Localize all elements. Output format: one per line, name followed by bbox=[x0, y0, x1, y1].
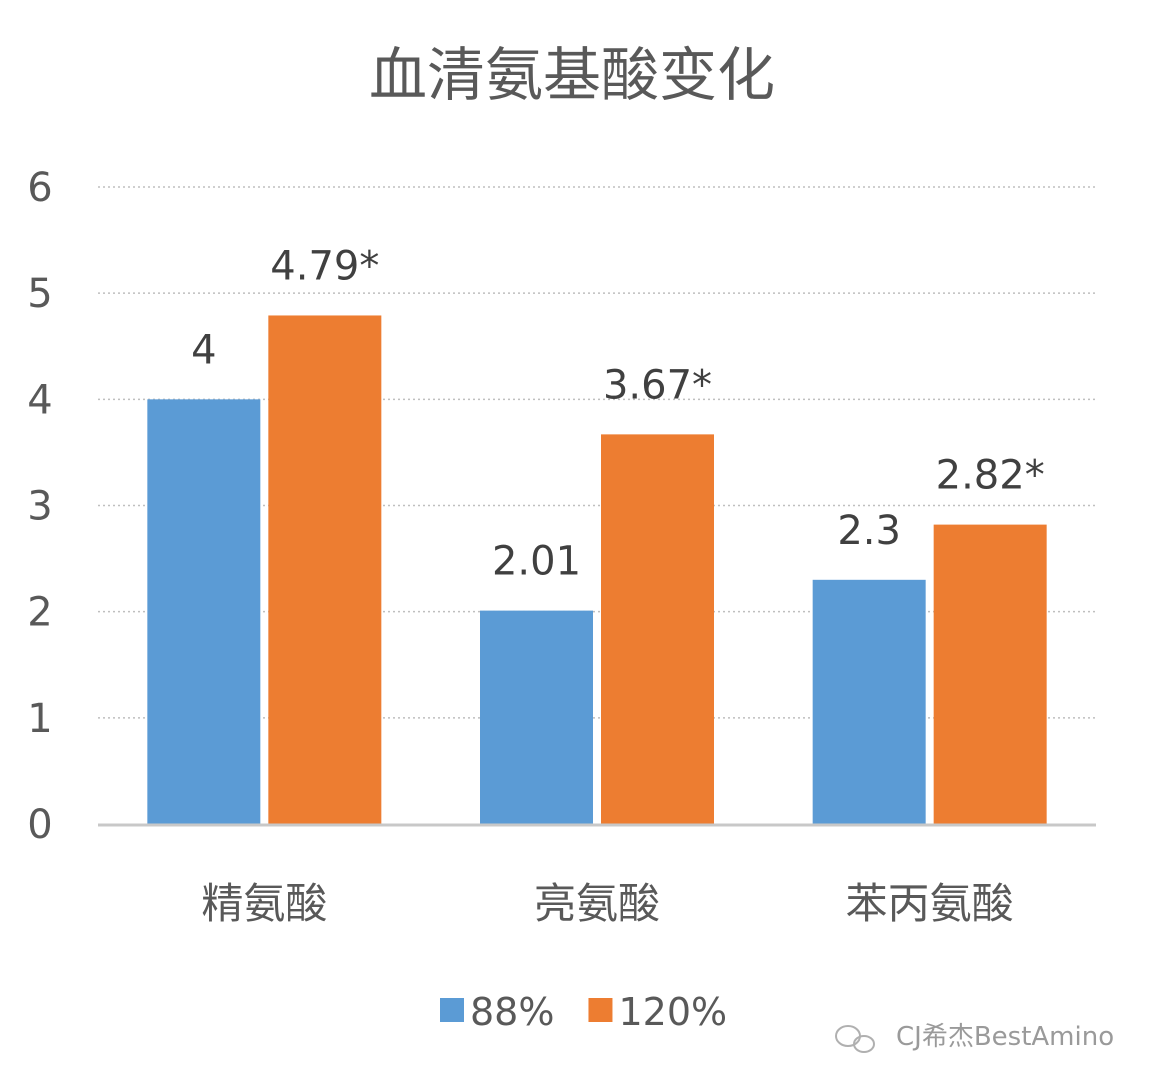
watermark-text: CJ希杰BestAmino bbox=[896, 1022, 1114, 1052]
bar bbox=[480, 610, 593, 824]
bar bbox=[812, 579, 926, 824]
data-label: 4 bbox=[191, 327, 216, 373]
bar bbox=[147, 399, 261, 824]
y-tick-label: 4 bbox=[27, 377, 52, 423]
watermark: CJ希杰BestAmino bbox=[835, 1022, 1114, 1053]
legend-swatch bbox=[440, 998, 464, 1022]
legend-label: 120% bbox=[618, 990, 727, 1034]
data-label: 2.01 bbox=[492, 539, 581, 585]
data-labels: 4 4.79* 2.01 3.67* 2.3 2.82* bbox=[191, 243, 1045, 584]
x-category-label: 精氨酸 bbox=[201, 879, 327, 928]
bar bbox=[268, 315, 382, 824]
x-axis-categories: 精氨酸 亮氨酸 苯丙氨酸 bbox=[201, 879, 1013, 928]
y-tick-label: 1 bbox=[27, 696, 52, 742]
x-category-label: 亮氨酸 bbox=[534, 879, 660, 928]
y-tick-label: 3 bbox=[27, 484, 52, 530]
x-category-label: 苯丙氨酸 bbox=[846, 879, 1014, 928]
bars bbox=[147, 315, 1047, 824]
data-label: 4.79* bbox=[270, 243, 379, 289]
legend-swatch bbox=[588, 998, 613, 1022]
y-axis-ticks: 0 1 2 3 4 5 6 bbox=[27, 165, 52, 848]
y-tick-label: 2 bbox=[27, 590, 52, 636]
wechat-icon bbox=[835, 1025, 875, 1053]
legend: 88% 120% bbox=[440, 990, 727, 1034]
data-label: 2.3 bbox=[837, 508, 901, 554]
y-tick-label: 0 bbox=[27, 802, 52, 848]
chart-title: 血清氨基酸变化 bbox=[369, 41, 775, 109]
bar bbox=[601, 434, 714, 824]
y-tick-label: 5 bbox=[27, 271, 52, 317]
data-label: 2.82* bbox=[936, 453, 1045, 499]
data-label: 3.67* bbox=[603, 362, 712, 408]
legend-label: 88% bbox=[470, 990, 554, 1034]
bar bbox=[933, 524, 1047, 824]
y-tick-label: 6 bbox=[27, 165, 52, 211]
gridlines bbox=[98, 186, 1096, 719]
